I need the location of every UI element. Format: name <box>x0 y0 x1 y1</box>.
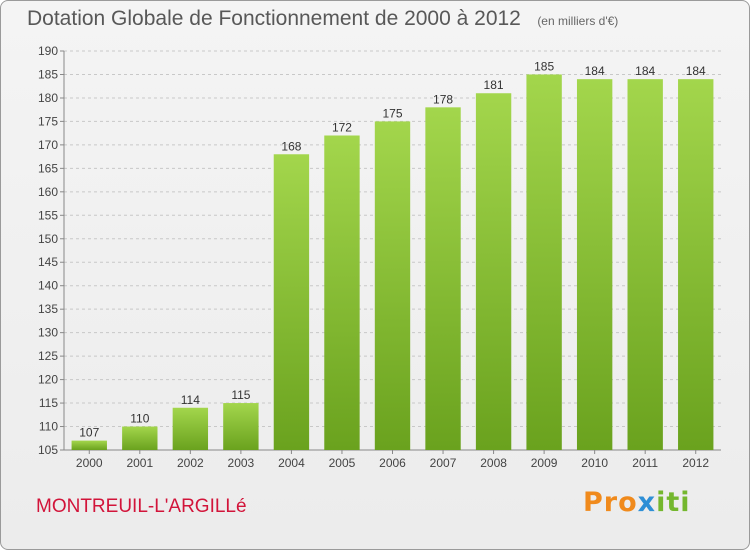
bar-2000 <box>71 440 107 450</box>
x-tick-label-2004: 2004 <box>278 456 305 470</box>
data-label-2000: 107 <box>79 426 99 440</box>
x-tick-label-2010: 2010 <box>581 456 608 470</box>
bar-2008 <box>475 93 512 450</box>
y-tick-label: 190 <box>38 44 58 58</box>
bar-2005 <box>324 135 360 450</box>
x-tick-label-2012: 2012 <box>682 456 709 470</box>
y-tick-label: 180 <box>38 91 58 105</box>
logo-part-3: iti <box>656 487 691 518</box>
y-tick-label: 170 <box>38 138 58 152</box>
y-tick-label: 120 <box>38 373 58 387</box>
y-tick-label: 115 <box>39 396 58 410</box>
x-tick-label-2006: 2006 <box>379 456 406 470</box>
bar-2001 <box>122 426 158 450</box>
y-tick-label: 185 <box>38 67 58 81</box>
data-label-2008: 181 <box>484 78 504 92</box>
logo-part-2: x <box>637 487 657 518</box>
data-label-2003: 115 <box>231 388 250 402</box>
bar-2003 <box>223 403 259 450</box>
data-label-2010: 184 <box>585 64 605 78</box>
data-label-2004: 168 <box>281 139 301 153</box>
data-label-2009: 185 <box>534 59 554 73</box>
x-tick-label-2003: 2003 <box>228 456 255 470</box>
y-tick-label: 155 <box>38 208 58 222</box>
chart-title-row: Dotation Globale de Fonctionnement de 20… <box>27 7 618 31</box>
data-label-2012: 184 <box>686 64 706 78</box>
data-label-2001: 110 <box>130 412 149 426</box>
bar-2010 <box>576 79 613 450</box>
data-label-2005: 172 <box>332 120 352 134</box>
x-tick-label-2001: 2001 <box>126 456 153 470</box>
bar-2012 <box>678 79 714 450</box>
data-labels: 107 110 114 115 168 172 175 178 181 185 184 184 184 <box>79 59 706 439</box>
bar-2006 <box>374 121 411 450</box>
x-tick-label-2000: 2000 <box>76 456 103 470</box>
commune-name: MONTREUIL-L'ARGILLé <box>36 496 247 517</box>
bar-2011 <box>627 79 663 450</box>
y-tick-label: 150 <box>38 232 58 246</box>
y-tick-label: 145 <box>38 255 58 269</box>
y-tick-label: 135 <box>38 302 58 316</box>
bars <box>71 74 714 451</box>
data-label-2007: 178 <box>433 92 453 106</box>
y-tick-label: 110 <box>39 420 58 434</box>
chart-title: Dotation Globale de Fonctionnement de 20… <box>27 7 521 30</box>
y-tick-label: 105 <box>38 443 58 457</box>
bar-2004 <box>273 154 310 451</box>
data-label-2006: 175 <box>382 106 402 120</box>
y-tick-label: 165 <box>38 161 58 175</box>
data-label-2011: 184 <box>635 64 655 78</box>
y-tick-label: 175 <box>38 114 58 128</box>
bar-2007 <box>425 107 461 451</box>
x-tick-label-2009: 2009 <box>531 456 558 470</box>
x-axis: 2000 2001 2002 2003 2004 2005 2006 2007 2008 2009… <box>76 450 709 470</box>
y-tick-label: 140 <box>38 279 58 293</box>
logo-part-1: Pro <box>583 487 638 518</box>
y-tick-label: 130 <box>38 326 58 340</box>
y-tick-label: 160 <box>38 185 58 199</box>
x-tick-label-2005: 2005 <box>329 456 356 470</box>
y-tick-label: 125 <box>38 349 58 363</box>
proxiti-logo[interactable]: Proxiti <box>583 487 691 518</box>
bar-2009 <box>526 74 562 451</box>
x-tick-label-2011: 2011 <box>632 456 658 470</box>
bar-2002 <box>172 407 209 450</box>
x-tick-label-2008: 2008 <box>480 456 507 470</box>
data-label-2002: 114 <box>181 393 200 407</box>
x-tick-label-2007: 2007 <box>430 456 457 470</box>
chart-unit: (en milliers d'€) <box>537 14 619 28</box>
x-tick-label-2002: 2002 <box>177 456 204 470</box>
